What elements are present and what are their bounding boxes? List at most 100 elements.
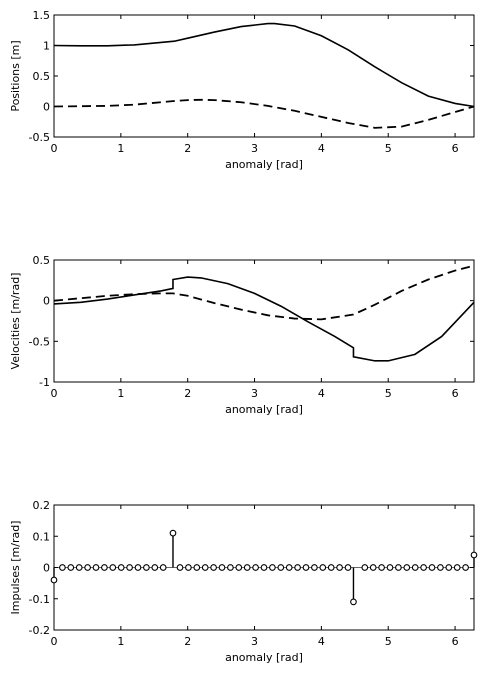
velocities-xtick-label: 3	[251, 387, 258, 400]
positions-xtick-label: 6	[452, 142, 459, 155]
impulses-stem-marker	[151, 564, 159, 571]
positions-xlabel: anomaly [rad]	[225, 158, 303, 171]
impulses-stem-marker	[143, 564, 150, 571]
impulses-stem-marker	[243, 564, 251, 571]
positions-xtick-label: 1	[117, 142, 124, 155]
velocities-xtick-label: 0	[51, 387, 58, 400]
velocities-xtick-label: 4	[318, 387, 325, 400]
impulses-stem-marker	[336, 564, 343, 571]
impulses-stem-marker	[361, 564, 369, 571]
velocities-ytick-label: -0.5	[29, 335, 50, 348]
impulses-stem-marker	[327, 564, 335, 571]
impulses-stem-marker	[311, 564, 318, 571]
impulses-stem-marker	[302, 564, 310, 571]
velocities-ylabel: Velocities [m/rad]	[9, 273, 22, 370]
impulses-stem-marker	[386, 564, 394, 571]
impulses-stem-marker	[285, 564, 293, 571]
impulses-stem-marker	[134, 564, 142, 571]
positions-ytick-label: 1.5	[33, 9, 51, 22]
impulses-stem-marker	[470, 551, 478, 559]
velocities-xtick-label: 2	[184, 387, 191, 400]
impulses-ytick-label: -0.2	[29, 624, 50, 637]
positions-ytick-label: 0	[43, 101, 50, 114]
positions-axes: 0 1 2 3 4 5 6-0.500.511.5 anomaly [rad] Positi…	[9, 9, 475, 171]
impulses-stem-marker	[252, 564, 259, 571]
impulses-stem-marker	[185, 564, 192, 571]
impulses-stem-marker	[169, 529, 177, 537]
impulses-ticks: 0 1 2 3 4 5 6 -0.2 -0.1 0 0.1 0.2	[29, 499, 474, 648]
impulses-stem-marker	[445, 564, 453, 571]
impulses-stem-marker	[201, 564, 209, 571]
impulses-stem-marker	[344, 564, 352, 571]
positions-ytick-label: 1	[43, 40, 50, 53]
velocities-xtick-label: 1	[117, 387, 124, 400]
impulses-stem-marker	[227, 564, 234, 571]
impulses-stem-marker	[235, 564, 243, 571]
impulses-xlabel: anomaly [rad]	[225, 651, 303, 664]
impulses-stem-marker	[126, 564, 133, 571]
positions-ytick-label: -0.5	[29, 131, 50, 144]
velocities-xlabel: anomaly [rad]	[225, 403, 303, 416]
positions-ytick-label: 0.5	[33, 70, 51, 83]
velocities-ticks: 0 1 2 3 4 5 6 -1 -0.5 0 0.5	[29, 254, 474, 400]
impulses-stem-marker	[50, 576, 58, 584]
velocities-xtick-label: 6	[452, 387, 459, 400]
impulses-stem-marker	[193, 564, 201, 571]
impulses-stem-marker	[218, 564, 226, 571]
impulses-stem-marker	[395, 564, 402, 571]
impulses-stem-marker	[294, 564, 301, 571]
impulses-ylabel: Impulses [m/rad]	[9, 521, 22, 615]
impulses-stem-marker	[437, 564, 444, 571]
positions-ylabel: Positions [m]	[9, 40, 22, 111]
impulses-stem-marker	[269, 564, 276, 571]
positions-xtick-label: 3	[251, 142, 258, 155]
positions-series-dashed-line	[53, 98, 475, 129]
impulses-stem-marker	[75, 564, 83, 571]
impulses-stem-marker	[109, 564, 117, 571]
velocities-series-dashed-line	[53, 264, 475, 321]
velocities-lines	[53, 264, 475, 362]
velocities-ytick-label: -1	[39, 376, 50, 389]
impulses-stems	[50, 529, 478, 606]
impulses-ytick-label: -0.1	[29, 593, 50, 606]
positions-xtick-label: 0	[51, 142, 58, 155]
impulses-stem-marker	[378, 564, 385, 571]
impulses-xtick-label: 1	[117, 635, 124, 648]
impulses-ytick-label: 0.1	[33, 530, 51, 543]
impulses-stem-marker	[101, 564, 108, 571]
impulses-xtick-label: 2	[184, 635, 191, 648]
impulses-xtick-label: 4	[318, 635, 325, 648]
positions-xtick-label: 5	[385, 142, 392, 155]
velocities-xtick-label: 5	[385, 387, 392, 400]
impulses-xtick-label: 3	[251, 635, 258, 648]
impulses-stem-marker	[453, 564, 461, 571]
impulses-stem-marker	[403, 564, 411, 571]
velocities-axes: 0 1 2 3 4 5 6 -1 -0.5 0 0.5 anomaly [rad] Velociti…	[9, 254, 475, 416]
positions-series-solid-line	[53, 22, 475, 108]
positions-plot-frame	[53, 14, 475, 138]
positions-lines	[53, 22, 475, 129]
impulses-ytick-label: 0	[43, 562, 50, 575]
impulses-stem-marker	[277, 564, 285, 571]
impulses-xtick-label: 0	[51, 635, 58, 648]
velocities-ytick-label: 0	[43, 295, 50, 308]
positions-xtick-label: 4	[318, 142, 325, 155]
impulses-stem-marker	[92, 564, 100, 571]
impulses-stem-marker	[59, 564, 66, 571]
impulses-stem-marker	[319, 564, 327, 571]
impulses-stem-marker	[84, 564, 91, 571]
impulses-stem-marker	[420, 564, 427, 571]
velocities-plot-frame	[53, 259, 475, 383]
impulses-stem-marker	[67, 564, 75, 571]
impulses-xtick-label: 6	[452, 635, 459, 648]
impulses-stem-marker	[462, 564, 469, 571]
impulses-stem-marker	[369, 564, 377, 571]
impulses-stem-marker	[260, 564, 268, 571]
impulses-stem-marker	[176, 564, 184, 571]
impulses-stem-marker	[411, 564, 419, 571]
velocities-ytick-label: 0.5	[33, 254, 51, 267]
impulses-stem-marker	[210, 564, 217, 571]
impulses-ytick-label: 0.2	[33, 499, 51, 512]
impulses-stem-marker	[159, 564, 167, 571]
